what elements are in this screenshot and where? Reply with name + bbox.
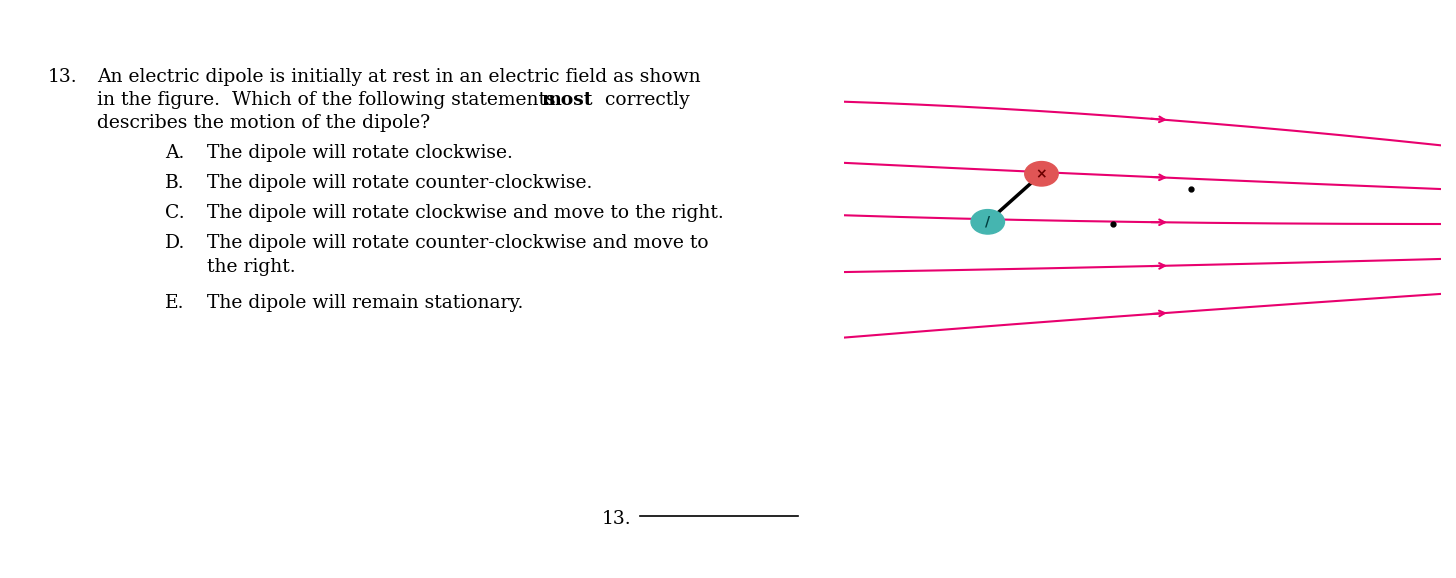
Circle shape <box>1025 162 1059 186</box>
Text: most: most <box>542 91 593 109</box>
Text: C.: C. <box>165 204 185 222</box>
Text: The dipole will rotate clockwise and move to the right.: The dipole will rotate clockwise and mov… <box>207 204 724 222</box>
Text: The dipole will rotate clockwise.: The dipole will rotate clockwise. <box>207 144 513 162</box>
Text: ×: × <box>1035 167 1047 181</box>
Text: A.: A. <box>165 144 185 162</box>
Text: The dipole will rotate counter-clockwise and move to: The dipole will rotate counter-clockwise… <box>207 234 709 252</box>
Text: 13.: 13. <box>601 510 632 528</box>
Text: /: / <box>986 215 990 229</box>
Text: The dipole will remain stationary.: The dipole will remain stationary. <box>207 294 524 312</box>
Text: the right.: the right. <box>207 258 296 276</box>
Text: D.: D. <box>165 234 185 252</box>
Text: describes the motion of the dipole?: describes the motion of the dipole? <box>98 114 431 132</box>
Text: 13.: 13. <box>48 68 77 86</box>
Text: B.: B. <box>165 174 185 192</box>
Text: E.: E. <box>165 294 185 312</box>
Circle shape <box>971 210 1005 234</box>
Text: The dipole will rotate counter-clockwise.: The dipole will rotate counter-clockwise… <box>207 174 593 192</box>
Text: correctly: correctly <box>598 91 690 109</box>
Text: An electric dipole is initially at rest in an electric field as shown: An electric dipole is initially at rest … <box>98 68 700 86</box>
Text: in the figure.  Which of the following statements: in the figure. Which of the following st… <box>98 91 562 109</box>
